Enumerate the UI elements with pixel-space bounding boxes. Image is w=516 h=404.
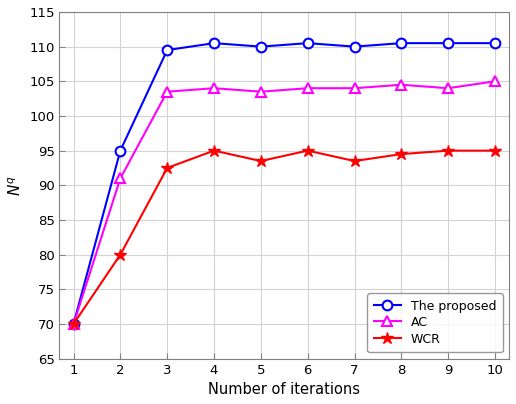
Y-axis label: $N^q$: $N^q$: [7, 175, 24, 196]
AC: [258, 89, 264, 94]
WCR: [492, 148, 498, 153]
The proposed: [492, 41, 498, 46]
WCR: [164, 166, 170, 170]
AC: [164, 89, 170, 94]
The proposed: [70, 322, 76, 326]
The proposed: [258, 44, 264, 49]
WCR: [304, 148, 311, 153]
The proposed: [304, 41, 311, 46]
The proposed: [351, 44, 358, 49]
AC: [492, 79, 498, 84]
WCR: [70, 322, 76, 326]
AC: [398, 82, 405, 87]
WCR: [258, 159, 264, 164]
X-axis label: Number of iterations: Number of iterations: [208, 382, 360, 397]
WCR: [445, 148, 452, 153]
AC: [70, 322, 76, 326]
The proposed: [164, 48, 170, 53]
The proposed: [445, 41, 452, 46]
WCR: [398, 152, 405, 156]
The proposed: [398, 41, 405, 46]
The proposed: [211, 41, 217, 46]
AC: [351, 86, 358, 90]
AC: [117, 176, 123, 181]
Line: AC: AC: [69, 76, 500, 329]
Line: The proposed: The proposed: [69, 38, 500, 329]
WCR: [211, 148, 217, 153]
WCR: [117, 252, 123, 257]
AC: [445, 86, 452, 90]
AC: [211, 86, 217, 90]
Legend: The proposed, AC, WCR: The proposed, AC, WCR: [367, 293, 503, 352]
WCR: [351, 159, 358, 164]
Line: WCR: WCR: [67, 144, 501, 330]
AC: [304, 86, 311, 90]
The proposed: [117, 148, 123, 153]
